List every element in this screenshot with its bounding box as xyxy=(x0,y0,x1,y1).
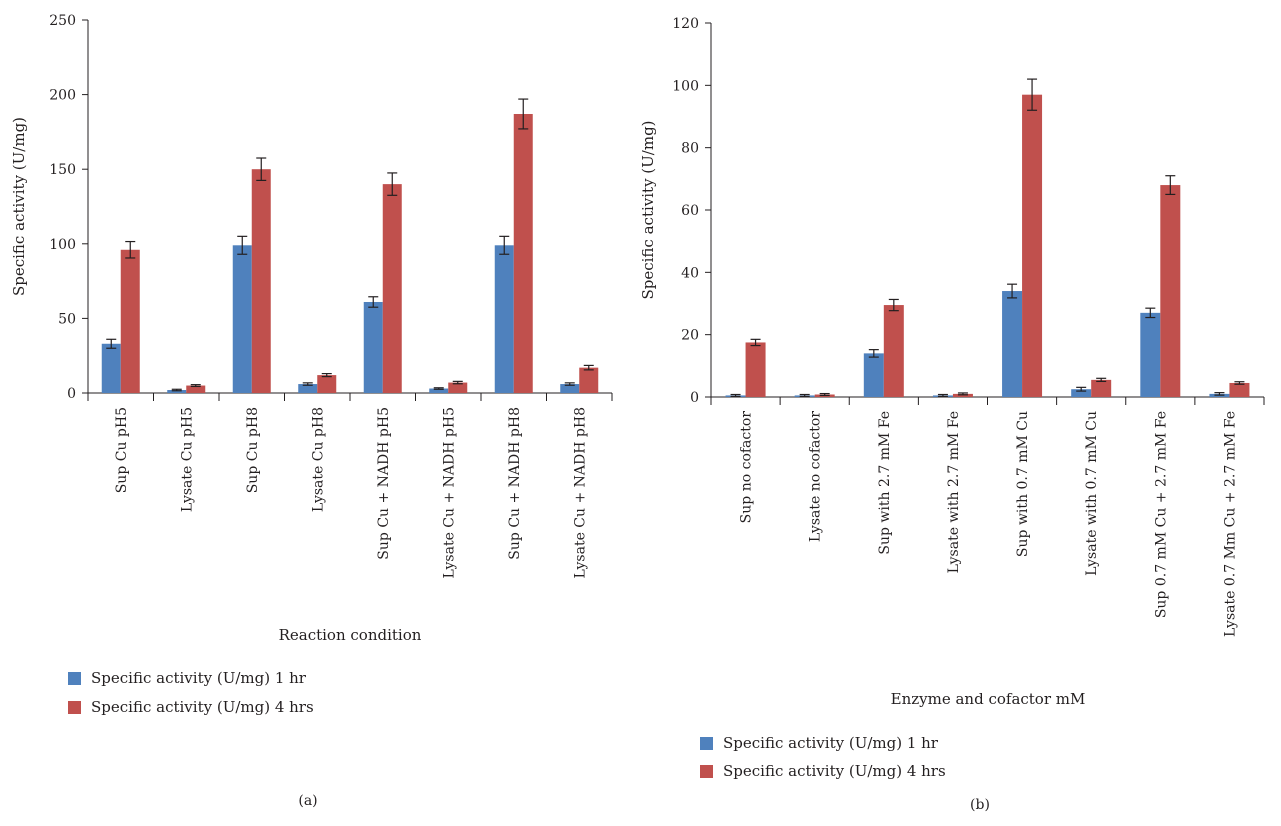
legend-label: Specific activity (U/mg) 1 hr xyxy=(91,669,307,687)
panel-label: (b) xyxy=(970,797,990,813)
x-category-label: Lysate Cu + NADH pH8 xyxy=(572,407,588,579)
y-tick-label: 250 xyxy=(49,13,76,29)
legend-swatch xyxy=(68,672,81,685)
bar-4hrs xyxy=(883,305,904,397)
x-category-label: Lysate Cu + NADH pH5 xyxy=(441,407,457,579)
y-tick-label: 40 xyxy=(681,265,699,281)
y-tick-label: 200 xyxy=(49,88,76,104)
bar-4hrs xyxy=(120,249,140,393)
bar-1hr xyxy=(363,301,383,393)
y-tick-label: 0 xyxy=(67,386,76,402)
bar-1hr xyxy=(560,384,580,393)
y-tick-label: 100 xyxy=(672,78,699,94)
bar-1hr xyxy=(494,245,514,393)
bar-1hr xyxy=(167,390,187,393)
y-tick-label: 60 xyxy=(681,203,699,219)
x-category-label: Lysate with 2.7 mM Fe xyxy=(946,411,962,573)
x-category-label: Sup 0.7 mM Cu + 2.7 mM Fe xyxy=(1153,411,1169,618)
x-category-label: Sup with 0.7 mM Cu xyxy=(1015,411,1031,557)
x-category-label: Sup Cu pH5 xyxy=(114,407,130,493)
y-tick-label: 120 xyxy=(672,16,699,32)
bar-4hrs xyxy=(186,385,206,393)
y-axis-title: Specific activity (U/mg) xyxy=(10,117,28,296)
bar-1hr xyxy=(232,245,252,393)
bar-4hrs xyxy=(745,342,766,397)
bar-4hrs xyxy=(448,382,468,393)
x-category-label: Lysate Cu pH5 xyxy=(179,407,195,512)
legend-swatch xyxy=(68,701,81,714)
bar-4hrs xyxy=(317,375,337,393)
x-axis-title: Enzyme and cofactor mM xyxy=(891,690,1086,708)
bar-1hr xyxy=(1071,389,1092,397)
x-category-label: Lysate 0.7 Mm Cu + 2.7 mM Fe xyxy=(1222,411,1238,637)
y-tick-label: 100 xyxy=(49,237,76,253)
bar-1hr xyxy=(1002,291,1023,397)
y-axis-title: Specific activity (U/mg) xyxy=(639,120,657,299)
legend-label: Specific activity (U/mg) 4 hrs xyxy=(723,762,946,780)
x-axis-title: Reaction condition xyxy=(279,626,422,644)
legend-label: Specific activity (U/mg) 1 hr xyxy=(723,734,939,752)
bar-4hrs xyxy=(952,393,973,397)
x-category-label: Sup Cu pH8 xyxy=(245,407,261,493)
panel-label: (a) xyxy=(298,793,317,809)
x-category-label: Sup with 2.7 mM Fe xyxy=(877,411,893,555)
bar-1hr xyxy=(101,343,121,393)
x-category-label: Sup no cofactor xyxy=(739,411,755,524)
y-tick-label: 80 xyxy=(681,141,699,157)
bar-1hr xyxy=(863,353,884,397)
chart-b: 0 20 40 60 80 100 120 Specific activity (U/mg) S… xyxy=(639,16,1265,813)
bar-4hrs xyxy=(1229,382,1250,397)
bar-4hrs xyxy=(513,113,533,393)
bar-4hrs xyxy=(579,367,599,393)
bar-1hr xyxy=(298,384,318,393)
legend-swatch xyxy=(700,737,713,750)
chart-a: 0 50 100 150 200 250 Specific activity (U/mg) S… xyxy=(10,13,613,809)
x-category-label: Lysate no cofactor xyxy=(808,411,824,542)
x-category-label: Sup Cu + NADH pH8 xyxy=(507,407,523,560)
x-category-label: Lysate with 0.7 mM Cu xyxy=(1084,411,1100,576)
legend-label: Specific activity (U/mg) 4 hrs xyxy=(91,698,314,716)
bar-1hr xyxy=(429,388,449,393)
x-category-label: Sup Cu + NADH pH5 xyxy=(376,407,392,560)
y-tick-label: 20 xyxy=(681,328,699,344)
bar-1hr xyxy=(1140,312,1161,397)
bar-4hrs xyxy=(382,184,402,393)
bar-4hrs xyxy=(1091,379,1112,397)
y-tick-label: 150 xyxy=(49,162,76,178)
bar-4hrs xyxy=(251,169,271,393)
bar-4hrs xyxy=(1022,94,1043,397)
legend-swatch xyxy=(700,765,713,778)
y-tick-label: 0 xyxy=(690,390,699,406)
bar-4hrs xyxy=(1160,185,1181,397)
y-tick-label: 50 xyxy=(58,311,76,327)
x-category-label: Lysate Cu pH8 xyxy=(310,407,326,512)
